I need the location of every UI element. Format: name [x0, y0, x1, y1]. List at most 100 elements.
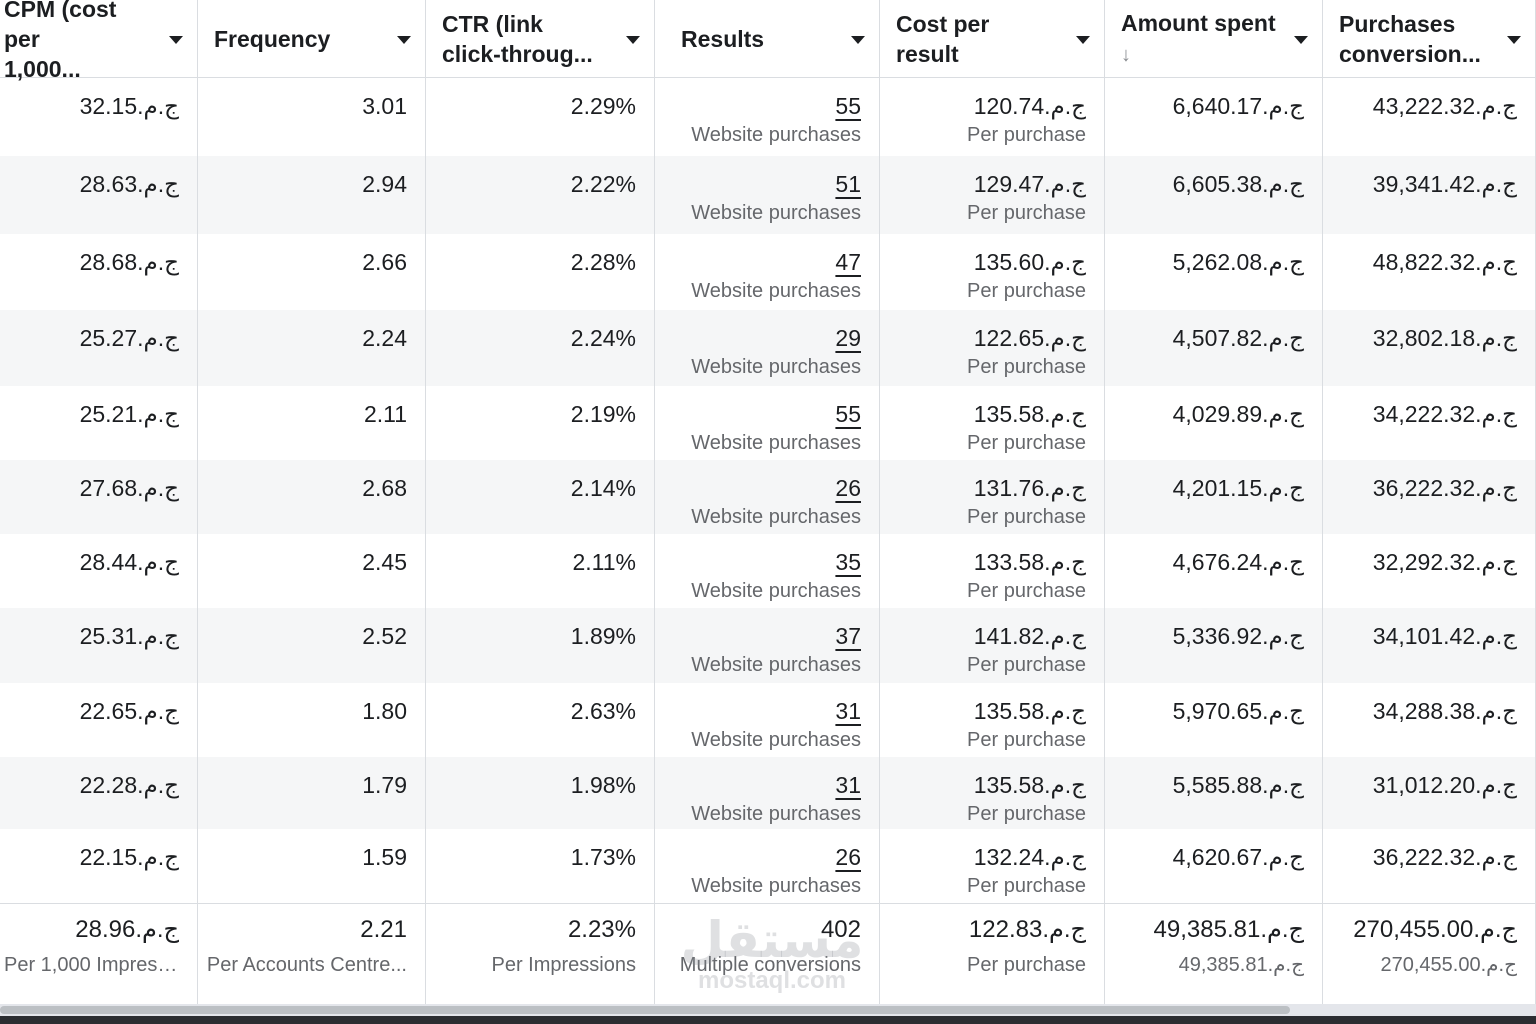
caret-down-icon[interactable]: [1076, 36, 1090, 44]
table-cell-results: 51 Website purchases: [655, 156, 880, 234]
column-header-ctr[interactable]: CTR (link click-throug...: [426, 0, 655, 78]
table-cell-spent: 5,336.92ج.م.‏: [1105, 608, 1323, 683]
table-cell-spent: 4,620.67ج.م.‏: [1105, 829, 1323, 903]
caret-down-icon[interactable]: [626, 36, 640, 44]
table-cell-cost: 133.58ج.م.‏ Per purchase: [880, 534, 1105, 608]
cost-subtitle: Per purchase: [967, 124, 1086, 146]
table-cell-conversion: 31,012.20ج.م.‏: [1323, 757, 1536, 829]
results-link[interactable]: 47: [835, 249, 861, 275]
table-cell-cpm: 28.44ج.م.‏: [0, 534, 198, 608]
table-cell-results: 55 Website purchases: [655, 386, 880, 460]
caret-down-icon[interactable]: [169, 36, 183, 44]
table-cell-ctr: 2.11%: [426, 534, 655, 608]
table-cell-spent: 6,605.38ج.م.‏: [1105, 156, 1323, 234]
results-subtitle: Website purchases: [691, 654, 861, 676]
table-cell-results: 55 Website purchases: [655, 78, 880, 156]
results-subtitle: Website purchases: [691, 580, 861, 602]
column-header-cost-per-result[interactable]: Cost per result: [880, 0, 1105, 78]
summary-subtitle: Per Accounts Centre...: [206, 954, 407, 976]
cell-value: 2.66: [362, 249, 407, 275]
cell-value: 2.45: [362, 549, 407, 575]
cell-value: 32,292.32ج.م.‏: [1372, 549, 1517, 575]
summary-cell-results: 402 Multiple conversions: [655, 903, 880, 1006]
column-header-label: Results: [681, 25, 765, 52]
horizontal-scrollbar-thumb[interactable]: [0, 1006, 1290, 1014]
cell-value: 1.79: [362, 772, 407, 798]
table-cell-spent: 4,507.82ج.م.‏: [1105, 310, 1323, 386]
table-cell-results: 26 Website purchases: [655, 829, 880, 903]
arrow-down-icon[interactable]: ↓: [1121, 44, 1131, 66]
cost-subtitle: Per purchase: [967, 506, 1086, 528]
table-cell-spent: 4,676.24ج.م.‏: [1105, 534, 1323, 608]
summary-value: 2.23%: [567, 916, 636, 943]
table-cell-conversion: 34,101.42ج.م.‏: [1323, 608, 1536, 683]
cell-value: 2.29%: [570, 93, 636, 119]
results-link[interactable]: 51: [835, 171, 861, 197]
cell-value: 4,201.15ج.م.‏: [1172, 475, 1304, 501]
caret-down-icon[interactable]: [851, 36, 865, 44]
results-link[interactable]: 35: [835, 549, 861, 575]
cell-value: 133.58ج.م.‏: [973, 549, 1086, 575]
table-cell-frequency: 2.11: [198, 386, 426, 460]
results-link[interactable]: 55: [835, 401, 861, 427]
results-link[interactable]: 26: [835, 475, 861, 501]
table-cell-ctr: 2.63%: [426, 683, 655, 757]
cost-subtitle: Per purchase: [967, 654, 1086, 676]
cell-value: 4,676.24ج.م.‏: [1172, 549, 1304, 575]
results-link[interactable]: 55: [835, 93, 861, 119]
table-cell-frequency: 2.52: [198, 608, 426, 683]
results-subtitle: Website purchases: [691, 506, 861, 528]
results-link[interactable]: 31: [835, 698, 861, 724]
table-cell-conversion: 32,802.18ج.م.‏: [1323, 310, 1536, 386]
cell-value: 2.24: [362, 325, 407, 351]
table-cell-spent: 5,262.08ج.م.‏: [1105, 234, 1323, 310]
caret-down-icon[interactable]: [1507, 36, 1521, 44]
table-cell-conversion: 32,292.32ج.م.‏: [1323, 534, 1536, 608]
table-cell-results: 29 Website purchases: [655, 310, 880, 386]
bottom-bar: [0, 1016, 1536, 1024]
summary-subtitle: 49,385.81ج.م.‏: [1178, 954, 1304, 976]
table-cell-cpm: 32.15ج.م.‏: [0, 78, 198, 156]
table-cell-conversion: 36,222.32ج.م.‏: [1323, 460, 1536, 534]
results-link[interactable]: 26: [835, 844, 861, 870]
cell-value: 135.60ج.م.‏: [973, 249, 1086, 275]
cell-value: 141.82ج.م.‏: [973, 623, 1086, 649]
results-subtitle: Website purchases: [691, 356, 861, 378]
caret-down-icon[interactable]: [1294, 36, 1308, 44]
cell-value: 36,222.32ج.م.‏: [1372, 475, 1517, 501]
column-header-amount-spent[interactable]: Amount spent ↓: [1105, 0, 1323, 78]
cell-value: 2.63%: [570, 698, 636, 724]
cell-value: 25.21ج.م.‏: [79, 401, 179, 427]
column-header-results[interactable]: Results: [655, 0, 880, 78]
summary-subtitle: Per purchase: [967, 954, 1086, 976]
cost-subtitle: Per purchase: [967, 803, 1086, 825]
table-cell-cost: 135.58ج.م.‏ Per purchase: [880, 683, 1105, 757]
table-cell-frequency: 2.68: [198, 460, 426, 534]
caret-down-icon[interactable]: [397, 36, 411, 44]
table-cell-ctr: 2.29%: [426, 78, 655, 156]
cell-value: 25.31ج.م.‏: [79, 623, 179, 649]
results-subtitle: Website purchases: [691, 729, 861, 751]
cell-value: 1.89%: [570, 623, 636, 649]
cell-value: 27.68ج.م.‏: [79, 475, 179, 501]
cell-value: 22.15ج.م.‏: [79, 844, 179, 870]
cell-value: 5,970.65ج.م.‏: [1172, 698, 1304, 724]
table-cell-ctr: 2.28%: [426, 234, 655, 310]
results-link[interactable]: 29: [835, 325, 861, 351]
cost-subtitle: Per purchase: [967, 280, 1086, 302]
table-cell-ctr: 2.14%: [426, 460, 655, 534]
table-cell-cpm: 22.28ج.م.‏: [0, 757, 198, 829]
summary-value: 2.21: [360, 916, 407, 943]
column-header-purchases-conversion[interactable]: Purchases conversion...: [1323, 0, 1536, 78]
column-header-frequency[interactable]: Frequency: [198, 0, 426, 78]
cell-value: 34,222.32ج.م.‏: [1372, 401, 1517, 427]
results-link[interactable]: 37: [835, 623, 861, 649]
column-header-cpm[interactable]: CPM (cost per 1,000...: [0, 0, 198, 82]
cell-value: 48,822.32ج.م.‏: [1372, 249, 1517, 275]
summary-cell-spent: 49,385.81ج.م.‏ 49,385.81ج.م.‏: [1105, 903, 1323, 1006]
results-link[interactable]: 31: [835, 772, 861, 798]
table-cell-cost: 135.58ج.م.‏ Per purchase: [880, 386, 1105, 460]
cell-value: 2.19%: [570, 401, 636, 427]
summary-subtitle: 270,455.00ج.م.‏: [1380, 954, 1517, 976]
cell-value: 31,012.20ج.م.‏: [1372, 772, 1517, 798]
